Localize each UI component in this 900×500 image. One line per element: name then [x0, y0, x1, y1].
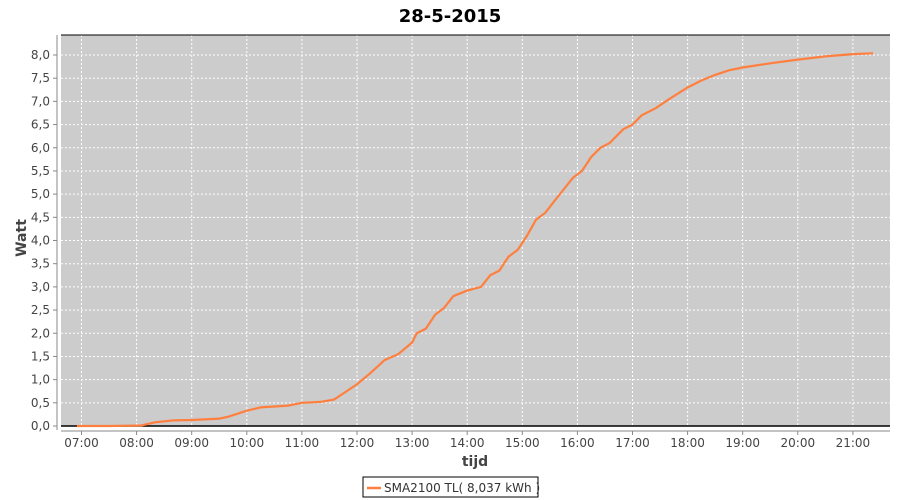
y-tick-label: 6,5 [31, 118, 50, 132]
y-tick-label: 1,0 [31, 373, 50, 387]
y-tick-label: 7,5 [31, 71, 50, 85]
x-axis: 07:00 08:00 09:00 10:00 11:00 12:00 13:00 14:00… [64, 431, 870, 450]
y-tick-label: 6,0 [31, 141, 50, 155]
y-tick-label: 2,0 [31, 326, 50, 340]
y-tick-label: 2,5 [31, 303, 50, 317]
y-tick-label: 3,0 [31, 280, 50, 294]
y-axis: 0,0 0,5 1,0 1,5 2,0 2,5 3,0 3,5 4,0 4,5 5,0 5,5 6,0 6… [31, 48, 57, 433]
y-tick-label: 4,5 [31, 210, 50, 224]
y-tick-label: 3,5 [31, 257, 50, 271]
x-tick-label: 18:00 [670, 436, 705, 450]
y-tick-label: 7,0 [31, 94, 50, 108]
x-tick-label: 19:00 [725, 436, 760, 450]
x-tick-label: 12:00 [340, 436, 375, 450]
x-tick-label: 20:00 [781, 436, 816, 450]
x-tick-label: 16:00 [560, 436, 595, 450]
x-tick-label: 09:00 [174, 436, 209, 450]
plot-area [61, 35, 890, 426]
x-tick-label: 08:00 [119, 436, 154, 450]
x-tick-label: 10:00 [230, 436, 265, 450]
x-tick-label: 13:00 [395, 436, 430, 450]
legend-box [362, 476, 539, 498]
y-tick-label: 8,0 [31, 48, 50, 62]
chart-title: 28-5-2015 [399, 6, 502, 27]
y-tick-label: 1,5 [31, 349, 50, 363]
x-tick-label: 14:00 [450, 436, 485, 450]
y-tick-label: 4,0 [31, 234, 50, 248]
x-tick-label: 11:00 [285, 436, 320, 450]
x-tick-label: 15:00 [505, 436, 540, 450]
x-tick-label: 21:00 [836, 436, 871, 450]
x-axis-label: tijd [462, 454, 488, 470]
legend: SMA2100 TL( 8,037 kWh ) [362, 476, 540, 498]
y-tick-label: 5,0 [31, 187, 50, 201]
legend-item: SMA2100 TL( 8,037 kWh ) [384, 481, 540, 495]
y-axis-label: Watt [14, 219, 30, 257]
grid [61, 35, 890, 426]
x-tick-label: 17:00 [615, 436, 650, 450]
y-tick-label: 5,5 [31, 164, 50, 178]
y-tick-label: 0,0 [31, 419, 50, 433]
y-tick-label: 0,5 [31, 396, 50, 410]
x-tick-label: 07:00 [64, 436, 99, 450]
series-line-sma2100 [76, 52, 874, 428]
